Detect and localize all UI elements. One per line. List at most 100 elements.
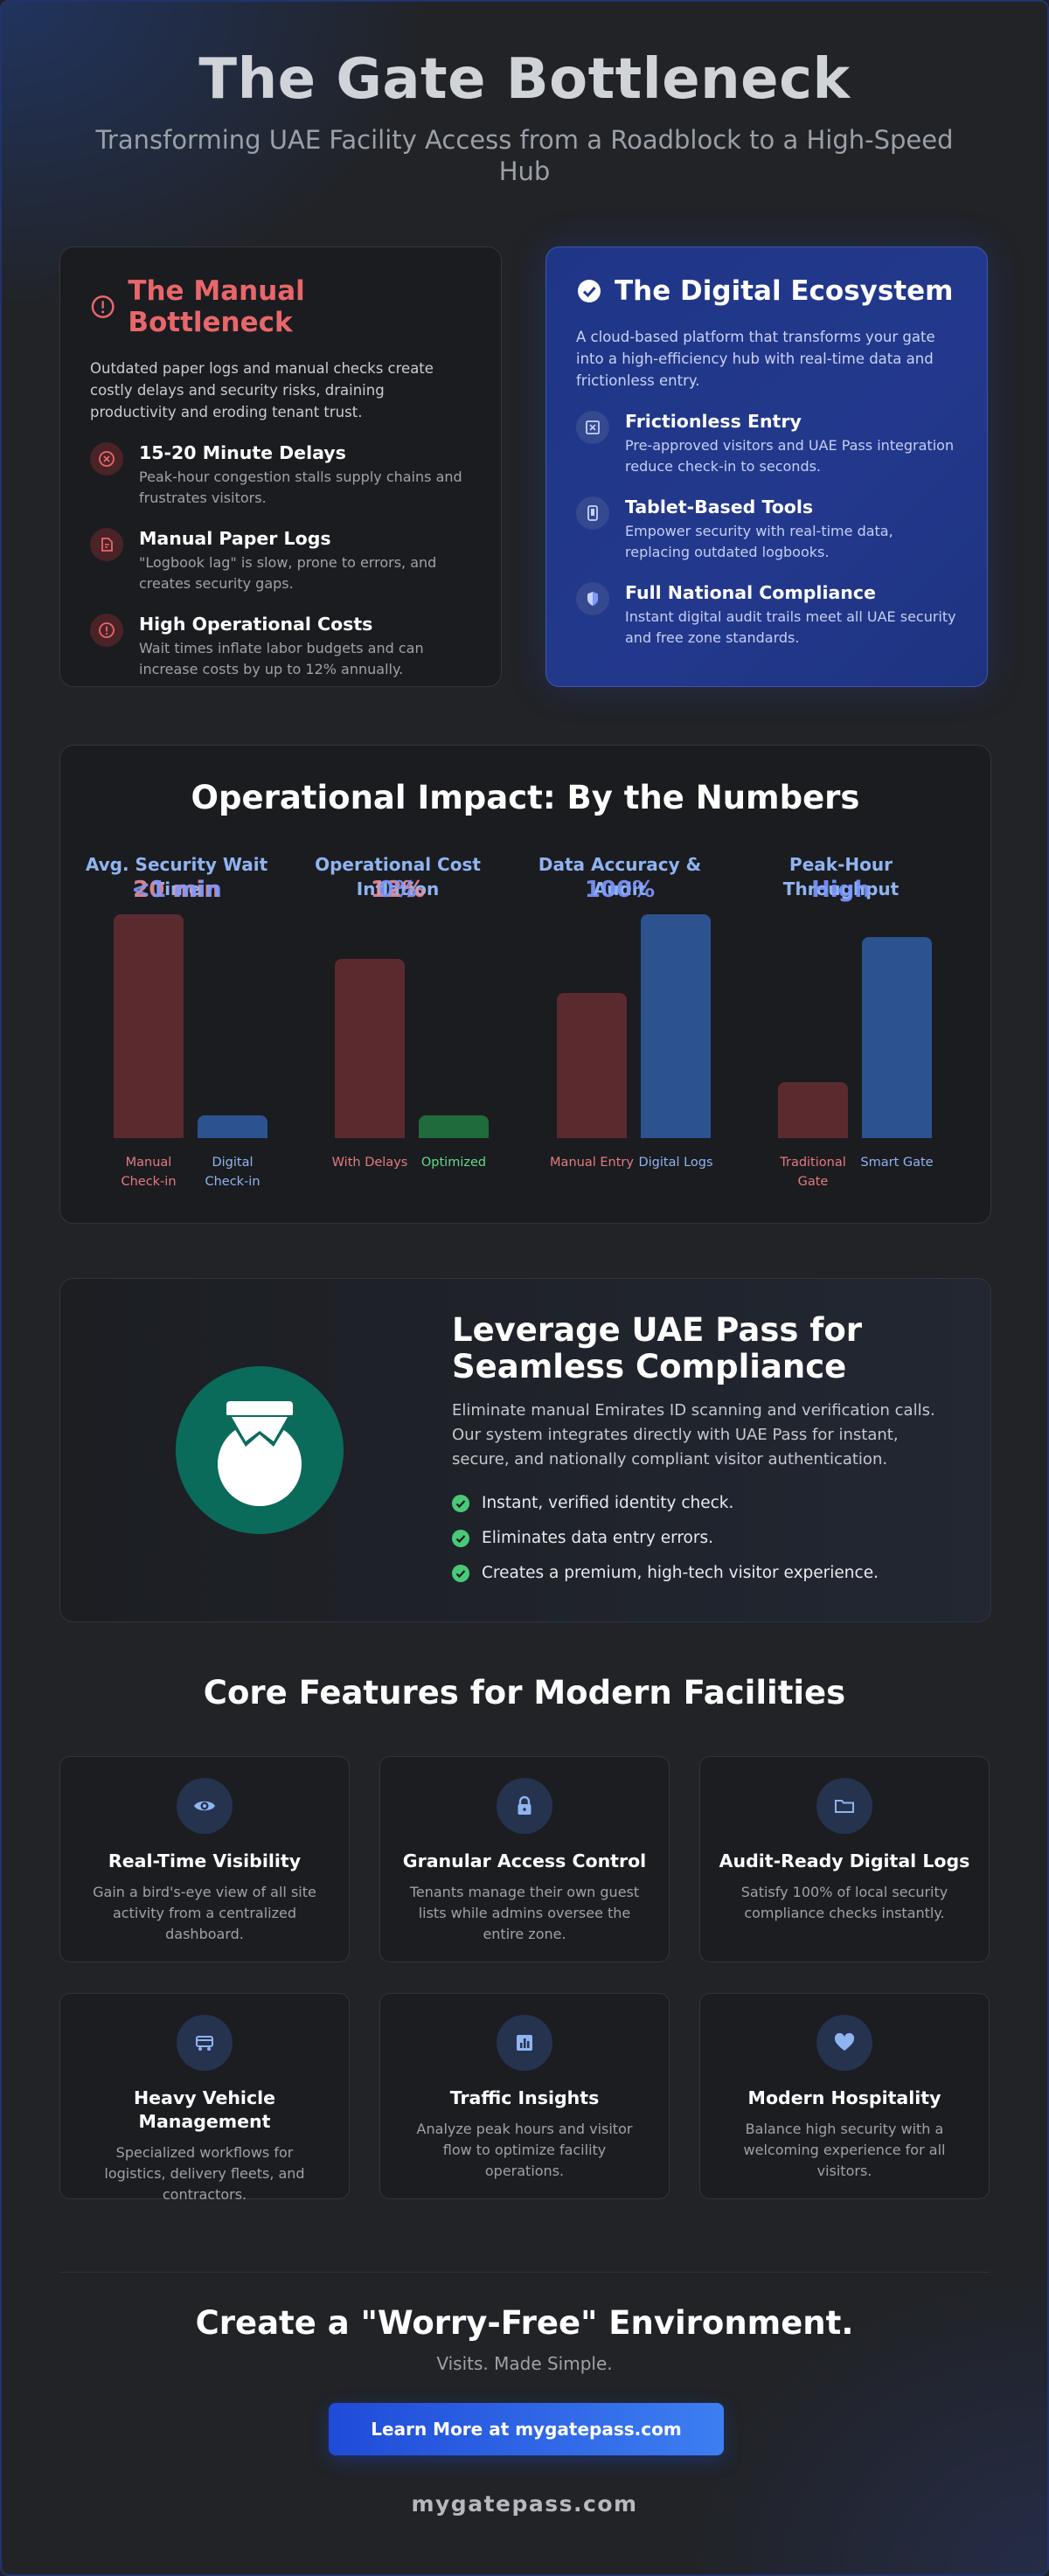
digital-card-title: The Digital Ecosystem [615, 275, 954, 307]
manual-item-desc: Peak-hour congestion stalls supply chain… [139, 469, 462, 506]
feature-card: Granular Access Control Tenants manage t… [379, 1756, 670, 1962]
footer-site-link[interactable]: mygatepass.com [411, 2491, 638, 2517]
metric-bar [198, 1115, 267, 1138]
paper-log-icon [101, 538, 113, 552]
metrics-panel: Operational Impact: By the Numbers Avg. … [59, 745, 991, 1224]
metrics-title: Operational Impact: By the Numbers [191, 779, 860, 816]
alert-circle-icon [99, 622, 115, 638]
manual-card-description: Outdated paper logs and manual checks cr… [90, 360, 434, 420]
uae-check-label: Instant, verified identity check. [482, 1494, 734, 1512]
digital-item-desc: Empower security with real-time data, re… [625, 523, 893, 560]
metric-bar [419, 1115, 489, 1138]
truck-icon [196, 2036, 213, 2051]
feature-card: Audit-Ready Digital Logs Satisfy 100% of… [699, 1756, 990, 1962]
feature-title: Heavy Vehicle Management [133, 2087, 276, 2132]
uae-check-item: Instant, verified identity check. [452, 1494, 733, 1512]
manual-item: High Operational Costs Wait times inflat… [90, 614, 471, 680]
learn-more-button[interactable]: Learn More at mygatepass.com [329, 2403, 724, 2455]
shield-icon [587, 592, 598, 606]
metric-bar-label: Manual Entry [550, 1156, 634, 1170]
metric-bar [335, 959, 405, 1138]
feature-card: Modern Hospitality Balance high security… [699, 1993, 990, 2199]
feature-desc: Analyze peak hours and visitor flow to o… [416, 2121, 633, 2179]
uae-check-label: Creates a premium, high-tech visitor exp… [482, 1564, 879, 1582]
manual-item-title: High Operational Costs [139, 614, 373, 635]
check-circle-icon [578, 280, 601, 302]
manual-item-desc: "Logbook lag" is slow, prone to errors, … [139, 554, 437, 592]
feature-desc: Tenants manage their own guest lists whi… [409, 1884, 640, 1942]
uae-pass-title: Leverage UAE Pass for Seamless Complianc… [452, 1311, 863, 1385]
feature-desc: Specialized workflows for logistics, del… [104, 2144, 305, 2203]
feature-card: Real-Time Visibility Gain a bird's-eye v… [59, 1756, 350, 1962]
metric-bar-label: Traditional Gate [780, 1156, 846, 1189]
folder-icon [835, 1800, 854, 1813]
check-circle-icon [452, 1564, 469, 1582]
metric-bar-label: Optimized [420, 1156, 487, 1170]
qr-scan-icon [586, 420, 600, 434]
heart-icon [834, 2032, 855, 2051]
feature-title: Granular Access Control [402, 1850, 647, 1871]
metric-title: Peak-Hour Throughput [782, 854, 900, 899]
metric-value-label: High [811, 877, 871, 903]
check-circle-icon [452, 1494, 469, 1512]
manual-bottleneck-card: The Manual Bottleneck Outdated paper log… [59, 246, 502, 687]
digital-card-description: A cloud-based platform that transforms y… [576, 329, 935, 389]
page-title: The Gate Bottleneck [198, 47, 851, 112]
feature-title: Audit-Ready Digital Logs [719, 1850, 970, 1871]
metric-bar-label: Manual Check-in [121, 1156, 177, 1189]
manual-card-title: The Manual Bottleneck [128, 275, 305, 338]
feature-title: Modern Hospitality [747, 2087, 941, 2108]
metric-title: Data Accuracy & Audit [538, 854, 702, 899]
manual-item-title: 15-20 Minute Delays [139, 442, 346, 463]
uae-check-label: Eliminates data entry errors. [482, 1529, 713, 1547]
metric-bar-label: With Delays [331, 1156, 408, 1170]
manual-item-desc: Wait times inflate labor budgets and can… [139, 640, 424, 677]
digital-item: Frictionless Entry Pre-approved visitors… [576, 411, 957, 477]
metric-value-label: <1 min [131, 877, 222, 903]
eye-icon [194, 1801, 215, 1811]
metric-title: Avg. Security Wait Time [85, 854, 268, 899]
feature-desc: Balance high security with a welcoming e… [743, 2121, 946, 2179]
metric-bar [778, 1082, 848, 1138]
digital-item-title: Full National Compliance [625, 582, 876, 603]
clock-x-icon [99, 451, 115, 467]
uae-pass-logo-icon [176, 1366, 344, 1534]
digital-item-title: Frictionless Entry [625, 411, 802, 432]
metric-title: Operational Cost Inflation [315, 854, 481, 899]
metric-bar [114, 914, 184, 1138]
uae-pass-description: Eliminate manual Emirates ID scanning an… [452, 1401, 935, 1469]
metric-bar-label: Digital Check-in [205, 1156, 261, 1189]
metric-bar-label: Digital Logs [638, 1156, 713, 1170]
uae-pass-section: Leverage UAE Pass for Seamless Complianc… [59, 1278, 991, 1622]
metric-value-label: 20 min [133, 877, 220, 903]
alert-circle-icon [91, 295, 115, 318]
feature-title: Traffic Insights [449, 2087, 600, 2108]
features-title: Core Features for Modern Facilities [203, 1674, 846, 1712]
page-subtitle: Transforming UAE Facility Access from a … [95, 125, 954, 186]
feature-desc: Gain a bird's-eye view of all site activ… [93, 1884, 316, 1942]
metric-bar [641, 914, 711, 1138]
cta-title: Create a "Worry-Free" Environment. [195, 2304, 854, 2342]
digital-item: Full National Compliance Instant digital… [576, 582, 957, 649]
feature-title: Real-Time Visibility [108, 1850, 302, 1871]
metric-bar [862, 937, 932, 1138]
chart-icon [517, 2035, 532, 2051]
feature-desc: Satisfy 100% of local security complianc… [740, 1884, 948, 1921]
manual-item-title: Manual Paper Logs [139, 528, 331, 549]
metric-value-label: 0% [378, 877, 418, 903]
digital-item-title: Tablet-Based Tools [625, 496, 814, 517]
tablet-icon [587, 505, 598, 521]
uae-check-item: Eliminates data entry errors. [452, 1529, 713, 1547]
metric-bar-label: Smart Gate [860, 1156, 934, 1170]
manual-item: Manual Paper Logs "Logbook lag" is slow,… [90, 528, 471, 594]
uae-check-item: Creates a premium, high-tech visitor exp… [452, 1564, 879, 1582]
feature-card: Traffic Insights Analyze peak hours and … [379, 1993, 670, 2199]
check-circle-icon [452, 1529, 469, 1547]
metric-value-label: 12% [370, 877, 426, 903]
metric-bar [557, 993, 627, 1138]
feature-card: Heavy Vehicle Management Specialized wor… [59, 1993, 350, 2203]
manual-item: 15-20 Minute Delays Peak-hour congestion… [90, 442, 471, 509]
metric-value-label: 100% [584, 877, 656, 903]
divider [59, 2272, 990, 2273]
